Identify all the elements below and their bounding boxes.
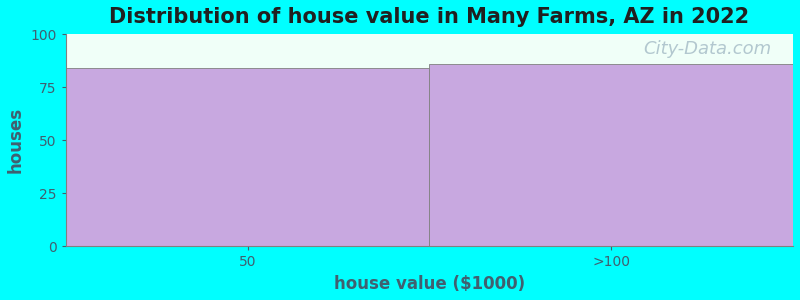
Text: City-Data.com: City-Data.com (643, 40, 771, 58)
Bar (66, 68, 430, 247)
Y-axis label: houses: houses (7, 107, 25, 173)
X-axis label: house value ($1000): house value ($1000) (334, 275, 525, 293)
Bar (430, 64, 793, 247)
Title: Distribution of house value in Many Farms, AZ in 2022: Distribution of house value in Many Farm… (110, 7, 750, 27)
